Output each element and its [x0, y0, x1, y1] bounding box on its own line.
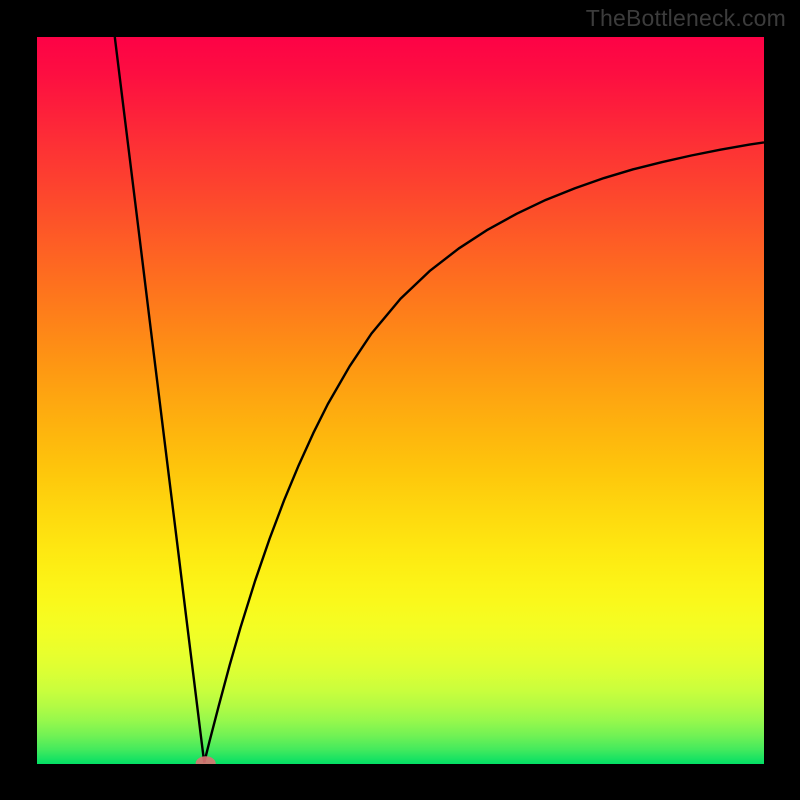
chart-frame: TheBottleneck.com	[0, 0, 800, 800]
watermark-text: TheBottleneck.com	[586, 5, 786, 32]
plot-area	[37, 37, 764, 764]
chart-svg	[37, 37, 764, 764]
chart-background-gradient	[37, 37, 764, 764]
